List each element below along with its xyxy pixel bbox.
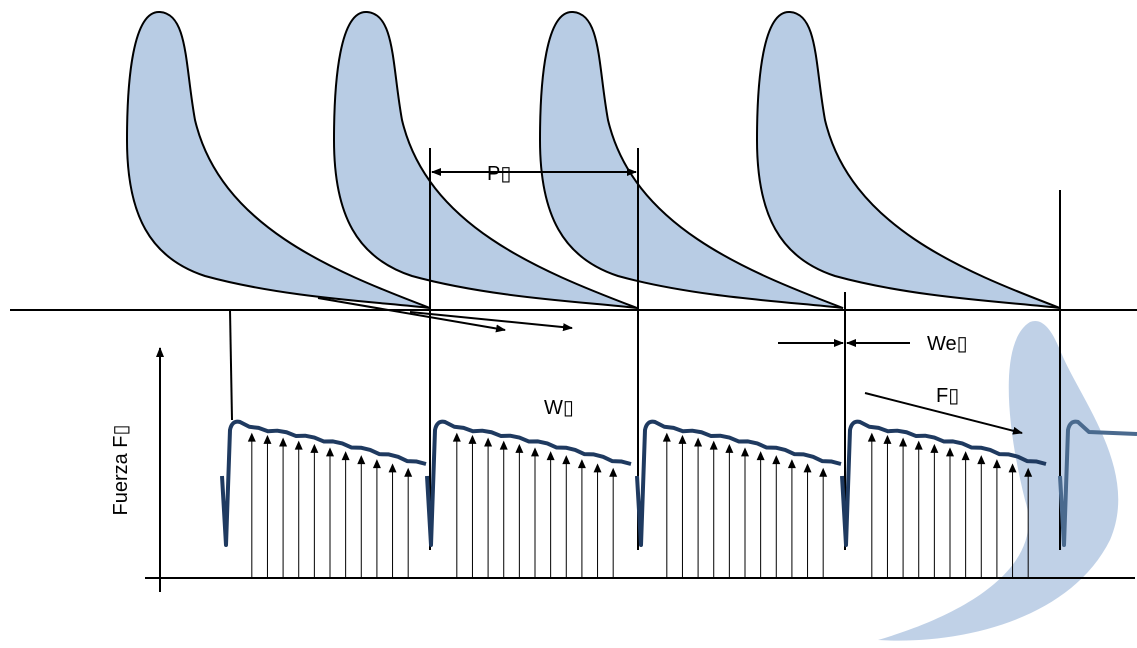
force-label: F▯ [936,385,959,407]
force-arrow-head [1008,463,1017,473]
force-arrow-head [388,463,397,473]
force-arrow-head [372,459,381,469]
force-arrow-head [341,451,350,461]
force-arrow-head [694,437,703,447]
force-arrow-head [468,434,477,444]
force-arrow-head [279,437,288,447]
force-arrow-head [977,455,986,465]
force-arrow-head [756,451,765,461]
force-arrow-head [803,463,812,473]
force-arrow-head [452,432,461,442]
force-arrow-head [741,447,749,457]
force-arrow-head [709,440,718,450]
force-profile [220,419,1137,578]
force-arrow-head [247,432,256,442]
force-curve [840,419,1047,547]
force-arrow-head [961,451,970,461]
force-arrow-head [263,434,272,444]
force-arrow-head [404,467,413,477]
guide-lines [10,148,1137,592]
force-arrow-head [1024,467,1033,477]
force-arrow-head [562,455,571,465]
force-arrow-head [787,459,796,469]
force-arrow-head [515,443,524,453]
force-arrow-head [772,455,781,465]
force-arrow-head [867,432,876,442]
force-arrow-head [930,443,939,453]
force-arrow-head [546,451,555,461]
force-curve [425,419,632,547]
faded-blade [878,320,1119,641]
force-arrow-head [577,459,586,469]
force-arrow-head [357,455,366,465]
force-arrow-head [819,467,828,477]
force-arrow-head [294,440,303,450]
force-curve [635,419,842,547]
force-arrow-head [914,440,923,450]
force-arrow-head [609,467,618,477]
force-arrow-head [678,434,687,444]
force-arrow-head [531,447,539,457]
force-arrow-head [310,443,319,453]
force-arrow-head [593,463,602,473]
force-arrow-head [899,437,908,447]
exit-label: We▯ [927,333,968,355]
force-arrow-head [725,443,734,453]
force-arrow-head [484,437,493,447]
pitch-label: P▯ [487,163,511,185]
wake-label: W▯ [544,397,574,419]
axis-label: Fuerza F▯ [110,424,132,515]
force-curve [220,419,427,547]
force-arrow-head [499,440,508,450]
force-arrow-head [883,434,892,444]
force-arrow-head [326,447,334,457]
force-arrow-head [946,447,954,457]
force-arrow-head [992,459,1001,469]
blades [126,10,1061,310]
force-arrow-head [662,432,671,442]
force-curve [1058,419,1137,547]
